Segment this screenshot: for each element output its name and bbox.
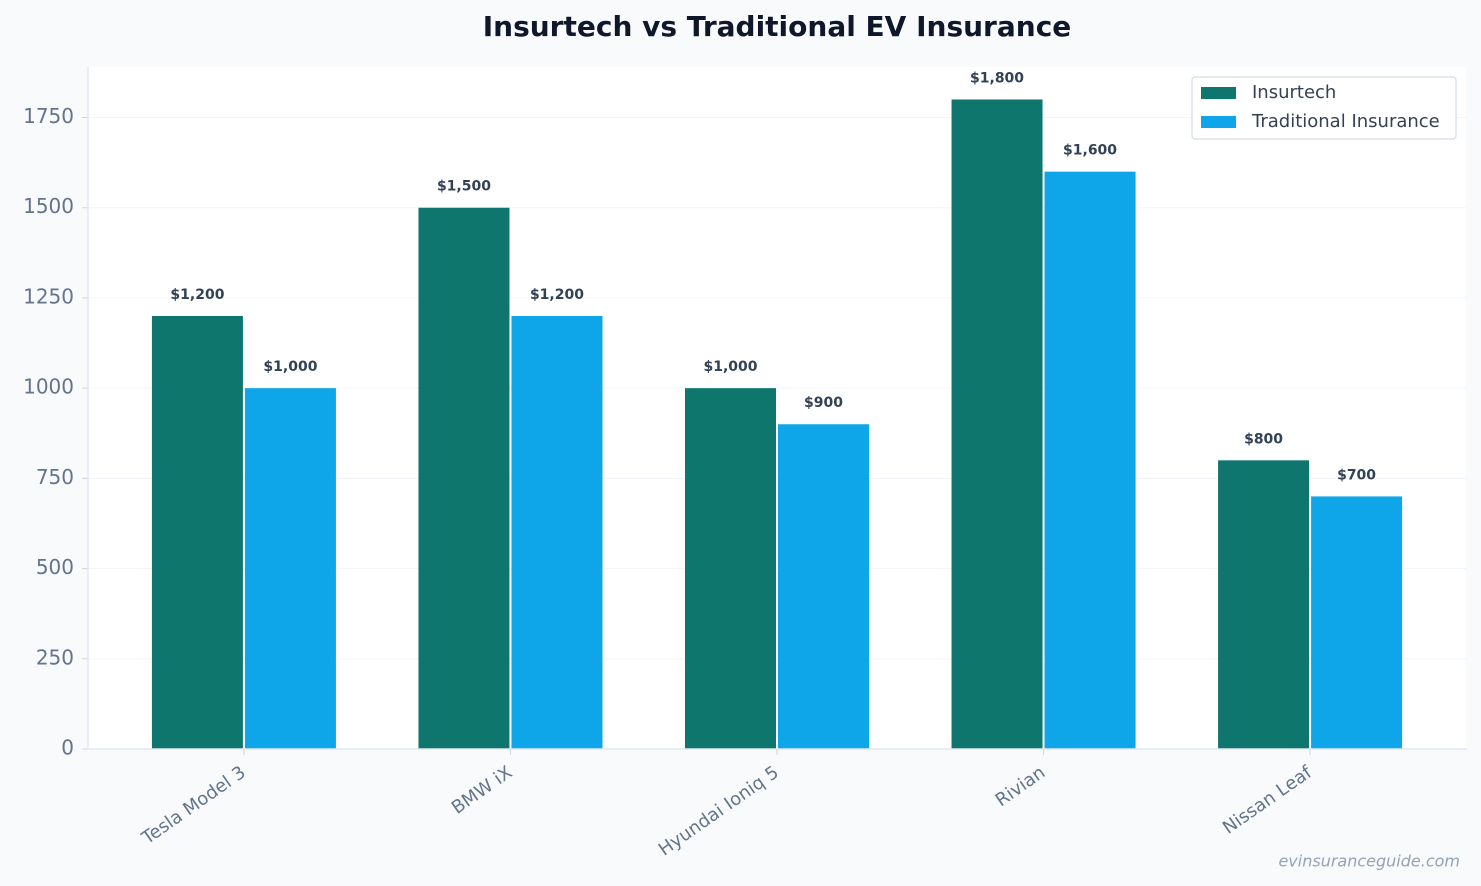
legend-label: Insurtech: [1252, 82, 1336, 103]
value-label: $1,600: [1063, 143, 1117, 159]
value-label: $1,500: [437, 179, 491, 195]
legend-swatch: [1201, 116, 1236, 128]
y-tick-label: 750: [36, 465, 74, 489]
bar: [511, 315, 603, 749]
bar: [778, 424, 869, 749]
chart-title: Insurtech vs Traditional EV Insurance: [483, 10, 1072, 43]
legend-box: [1191, 76, 1457, 140]
value-label: $1,000: [263, 359, 317, 375]
bar: [685, 388, 776, 749]
x-tick-label: Rivian: [992, 762, 1050, 811]
y-tick-label: 250: [36, 645, 74, 669]
legend-label: Traditional Insurance: [1251, 111, 1440, 132]
bar: [151, 315, 243, 749]
y-tick-label: 500: [36, 555, 74, 579]
value-label: $1,800: [970, 70, 1024, 86]
value-label: $1,200: [170, 287, 224, 303]
x-tick-label: Tesla Model 3: [137, 762, 249, 849]
value-label: $800: [1244, 431, 1283, 447]
bar: [418, 207, 510, 749]
bar: [951, 99, 1043, 749]
value-label: $700: [1337, 467, 1376, 483]
legend: Insurtech Traditional Insurance: [1191, 76, 1457, 140]
value-label: $1,000: [703, 359, 757, 375]
y-tick-label: 1750: [23, 104, 74, 128]
bar: [1311, 496, 1403, 749]
legend-swatch: [1201, 87, 1236, 99]
y-tick-label: 1500: [23, 194, 74, 218]
bar: [1218, 460, 1310, 749]
x-tick-label: Nissan Leaf: [1219, 762, 1316, 839]
bar: [1044, 171, 1136, 749]
bar: [244, 388, 336, 749]
watermark: evinsuranceguide.com: [1278, 852, 1460, 871]
value-label: $1,200: [530, 287, 584, 303]
x-tick-label: BMW iX: [448, 762, 516, 819]
y-tick-label: 1250: [23, 284, 74, 308]
x-tick-label: Hyundai Ioniq 5: [655, 762, 783, 860]
value-label: $900: [804, 395, 843, 411]
y-tick-label: 1000: [23, 375, 74, 399]
y-tick-label: 0: [61, 736, 74, 760]
